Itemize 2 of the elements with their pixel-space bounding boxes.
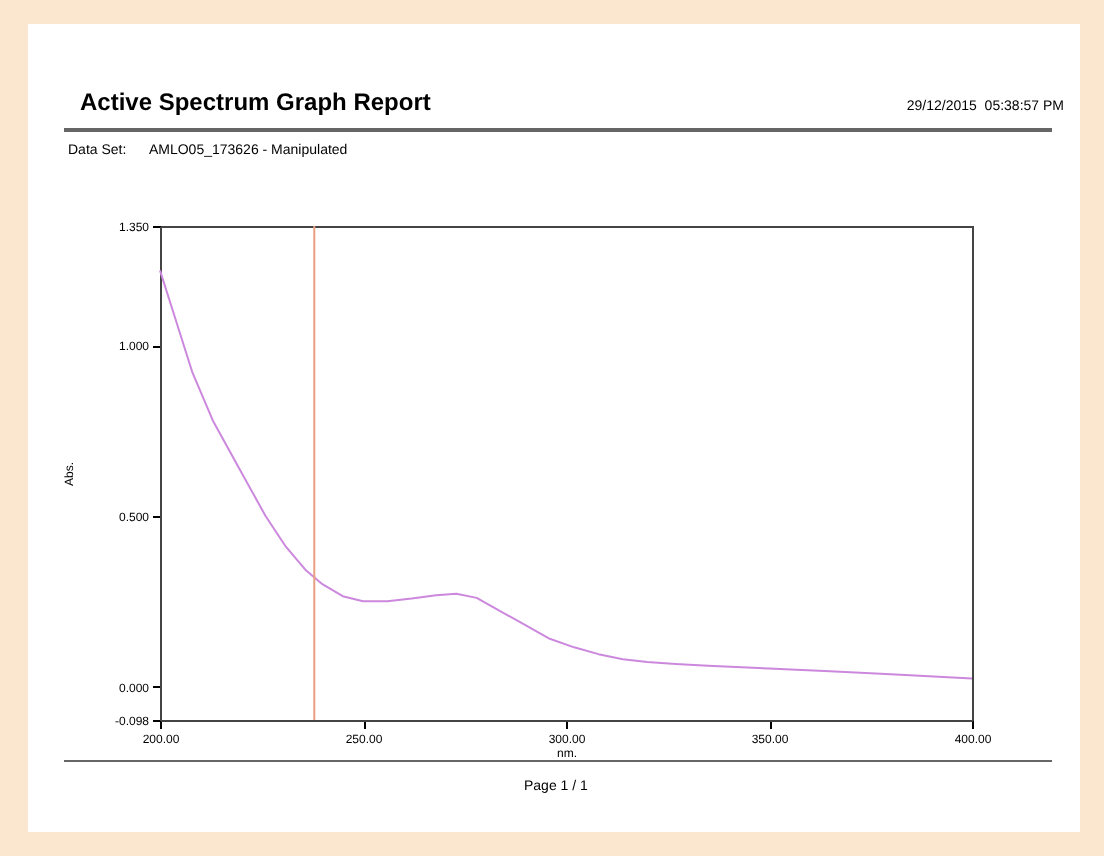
chart-title: Active Spectrum Graph Report bbox=[80, 88, 431, 116]
line-series bbox=[159, 269, 973, 680]
